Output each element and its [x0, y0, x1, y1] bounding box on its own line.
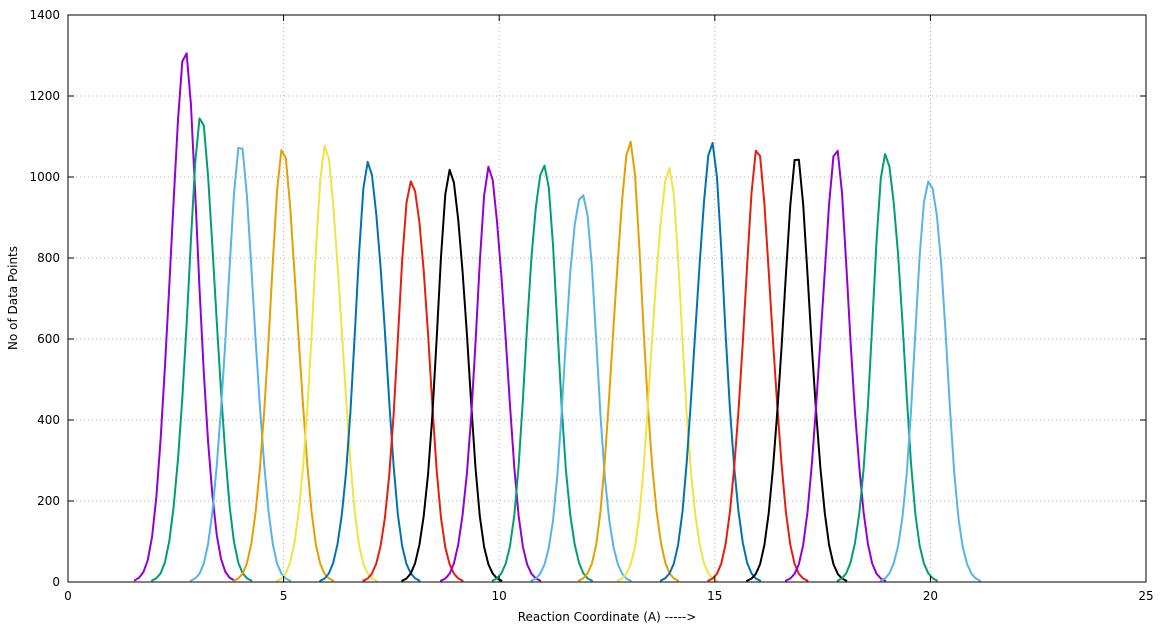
series-line-17 — [784, 149, 887, 582]
x-axis-label: Reaction Coordinate (A) -----> — [518, 610, 697, 624]
x-tick-label: 0 — [64, 589, 72, 603]
x-tick-label: 20 — [923, 589, 938, 603]
series-line-16 — [746, 158, 848, 582]
y-tick-label: 1000 — [29, 170, 60, 184]
series-line-10 — [491, 164, 593, 582]
series-line-18 — [836, 153, 938, 582]
x-tick-label: 15 — [707, 589, 722, 603]
series-line-5 — [276, 144, 378, 582]
y-tick-label: 800 — [37, 251, 60, 265]
y-tick-label: 1400 — [29, 8, 60, 22]
y-tick-label: 0 — [52, 575, 60, 589]
series-line-6 — [319, 160, 421, 582]
series-line-2 — [151, 117, 253, 582]
x-tick-label: 25 — [1138, 589, 1153, 603]
grid-lines — [68, 15, 1146, 582]
series-line-9 — [440, 165, 542, 582]
y-axis-label: No of Data Points — [6, 246, 20, 350]
series-line-1 — [133, 52, 235, 582]
axis-ticks: 0 5 10 15 20 25 0 200 400 600 800 1000 1200 1400 — [29, 8, 1153, 603]
x-tick-label: 10 — [492, 589, 507, 603]
series-line-4 — [233, 149, 335, 582]
series-lines — [133, 52, 981, 582]
y-tick-label: 400 — [37, 413, 60, 427]
series-line-12 — [578, 140, 680, 582]
series-line-15 — [707, 149, 809, 582]
series-line-3 — [189, 146, 292, 582]
series-line-19 — [879, 180, 981, 582]
y-tick-label: 200 — [37, 494, 60, 508]
x-tick-label: 5 — [280, 589, 288, 603]
series-line-7 — [362, 180, 464, 582]
plot-frame — [67, 14, 1147, 583]
y-tick-label: 1200 — [29, 89, 60, 103]
series-line-11 — [530, 194, 632, 582]
series-line-14 — [659, 141, 762, 582]
series-line-8 — [401, 168, 503, 582]
y-tick-label: 600 — [37, 332, 60, 346]
series-line-13 — [616, 166, 718, 582]
